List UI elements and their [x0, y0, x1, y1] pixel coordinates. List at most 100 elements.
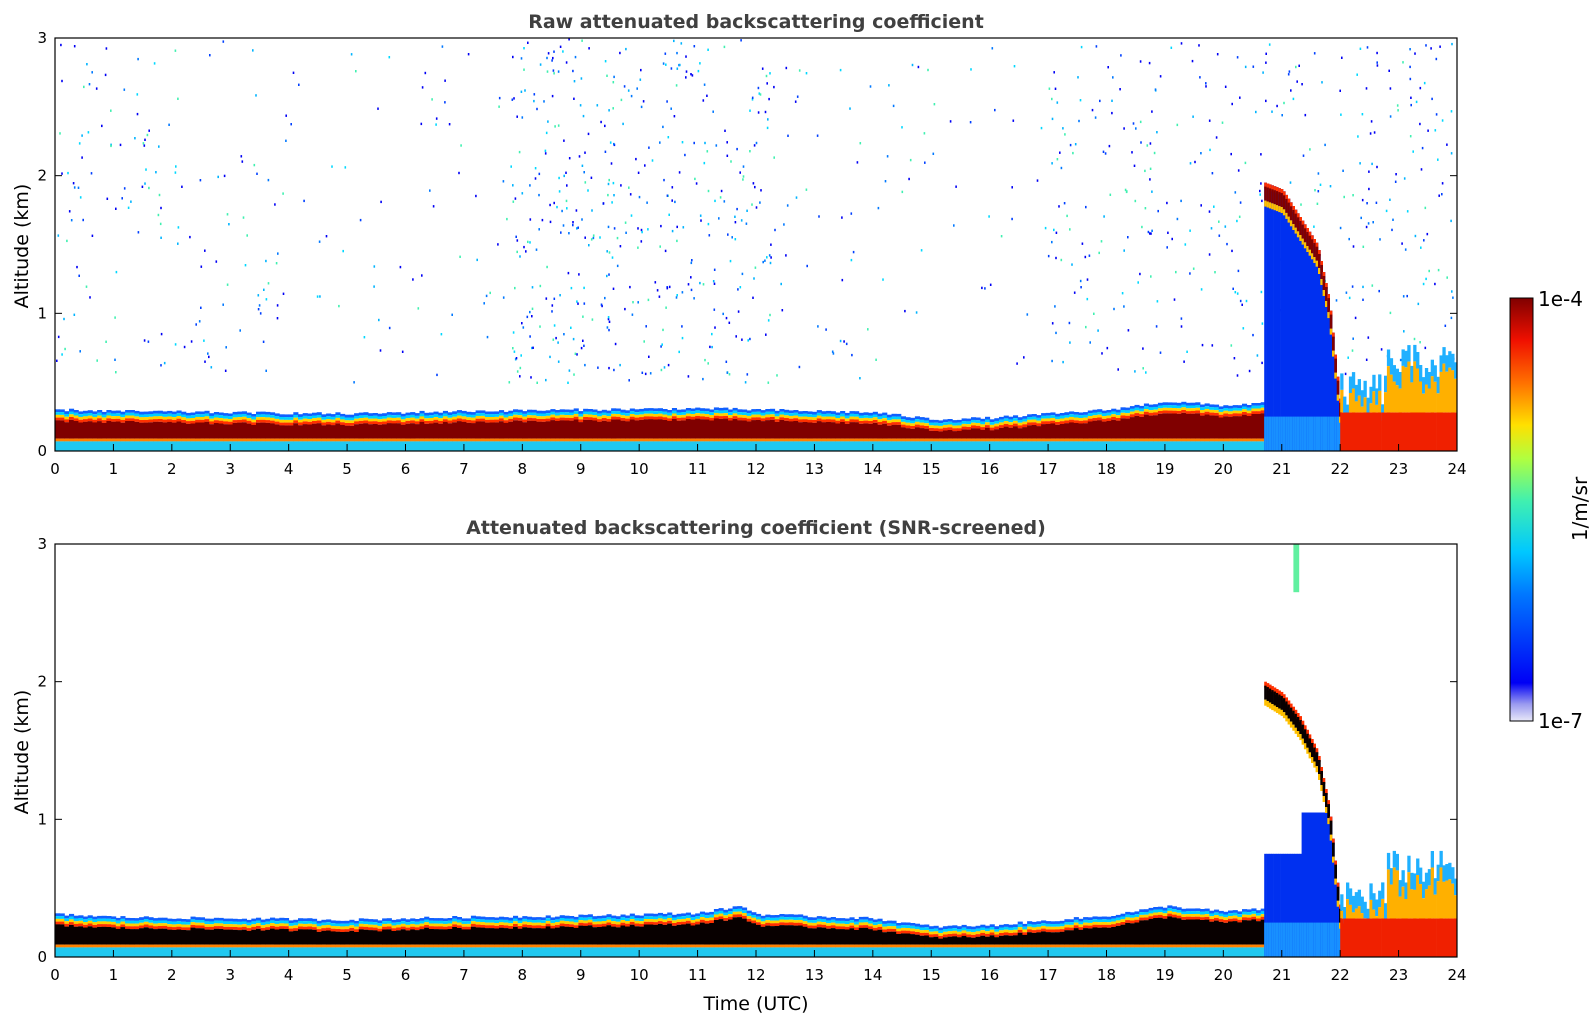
bl-cell	[802, 422, 808, 439]
bl-cell	[695, 913, 701, 917]
bl-cell	[1256, 408, 1262, 412]
bl-cell	[961, 947, 967, 957]
bl-cell	[742, 944, 748, 948]
bl-cell	[475, 916, 481, 920]
noise-pixel	[319, 295, 321, 298]
bl-cell	[1157, 947, 1163, 957]
noise-pixel	[1237, 269, 1240, 273]
noise-pixel	[676, 67, 679, 70]
bl-cell	[1083, 420, 1089, 424]
bl-cell	[386, 921, 392, 924]
bl-cell	[274, 923, 280, 927]
bl-cell	[639, 414, 645, 418]
bl-cell	[681, 412, 687, 415]
bl-cell	[363, 423, 369, 439]
noise-pixel	[933, 103, 936, 106]
bl-cell	[293, 423, 299, 439]
bl-cell	[681, 913, 687, 917]
noise-pixel	[223, 174, 226, 178]
bl-cell	[844, 929, 850, 945]
bl-cell	[410, 926, 416, 930]
bl-cell	[798, 416, 804, 420]
bl-cell	[994, 420, 1000, 424]
noise-pixel	[1151, 190, 1153, 193]
bl-cell	[779, 409, 785, 412]
noise-pixel	[1302, 154, 1305, 157]
bl-cell	[260, 417, 266, 420]
bl-cell	[363, 947, 369, 957]
bl-cell	[667, 915, 673, 919]
noise-pixel	[444, 79, 446, 82]
bl-cell	[143, 411, 149, 415]
bl-cell	[288, 425, 294, 439]
noise-pixel	[73, 45, 76, 48]
bl-cell	[115, 944, 121, 948]
noise-pixel	[584, 363, 586, 367]
noise-pixel	[699, 62, 701, 65]
bl-cell	[905, 441, 911, 451]
bl-cell	[115, 416, 121, 419]
noise-pixel	[1077, 76, 1079, 79]
bl-cell	[1157, 413, 1163, 439]
bl-cell	[195, 919, 201, 923]
bl-cell	[92, 924, 98, 928]
bl-cell	[798, 922, 804, 926]
bl-cell	[213, 920, 219, 924]
bl-cell	[573, 411, 579, 414]
bl-cell	[671, 944, 677, 948]
noise-pixel	[1419, 341, 1421, 344]
bl-cell	[316, 947, 322, 957]
precip-cell	[1299, 217, 1302, 451]
bl-cell	[312, 418, 318, 421]
bl-cell	[447, 417, 453, 421]
bl-cell	[961, 944, 967, 948]
bl-cell	[900, 930, 906, 934]
noise-pixel	[1157, 209, 1159, 213]
bl-cell	[891, 923, 897, 927]
bl-cell	[639, 408, 645, 412]
bl-cell	[952, 933, 958, 937]
bl-cell	[643, 919, 649, 922]
bl-cell	[840, 944, 846, 948]
noise-pixel	[991, 47, 994, 50]
noise-pixel	[766, 126, 769, 130]
bl-cell	[433, 422, 439, 439]
bl-cell	[756, 417, 762, 421]
noise-pixel	[735, 335, 737, 338]
bl-cell	[59, 414, 65, 418]
bl-cell	[999, 927, 1005, 931]
noise-pixel	[259, 312, 262, 315]
noise-pixel	[226, 213, 229, 216]
bl-cell	[1031, 947, 1037, 957]
noise-pixel	[145, 168, 147, 171]
bl-cell	[386, 929, 392, 945]
bl-cell	[358, 441, 364, 451]
bl-cell	[606, 914, 612, 917]
noise-pixel	[816, 134, 819, 137]
bl-cell	[284, 923, 290, 927]
bl-cell	[1134, 922, 1140, 945]
bl-cell	[111, 416, 117, 419]
late-low	[1386, 412, 1391, 451]
noise-pixel	[544, 149, 547, 152]
bl-cell	[742, 441, 748, 451]
bl-cell	[1022, 929, 1028, 933]
cloud-edge	[1266, 183, 1270, 190]
x-tick-label: 11	[688, 460, 707, 478]
cloud-core	[1313, 243, 1316, 257]
bl-cell	[779, 925, 785, 945]
noise-pixel	[551, 94, 554, 98]
bl-cell	[153, 416, 159, 420]
late-top	[1340, 373, 1344, 390]
bl-cell	[414, 438, 420, 442]
bl-cell	[1055, 438, 1061, 442]
noise-pixel	[588, 47, 590, 50]
bl-cell	[1246, 438, 1252, 442]
noise-pixel	[606, 274, 608, 278]
bl-cell	[120, 947, 126, 957]
bl-cell	[914, 424, 920, 428]
noise-pixel	[1373, 131, 1376, 134]
noise-pixel	[1365, 358, 1368, 361]
bl-cell	[1190, 919, 1196, 945]
bl-cell	[1242, 409, 1248, 412]
